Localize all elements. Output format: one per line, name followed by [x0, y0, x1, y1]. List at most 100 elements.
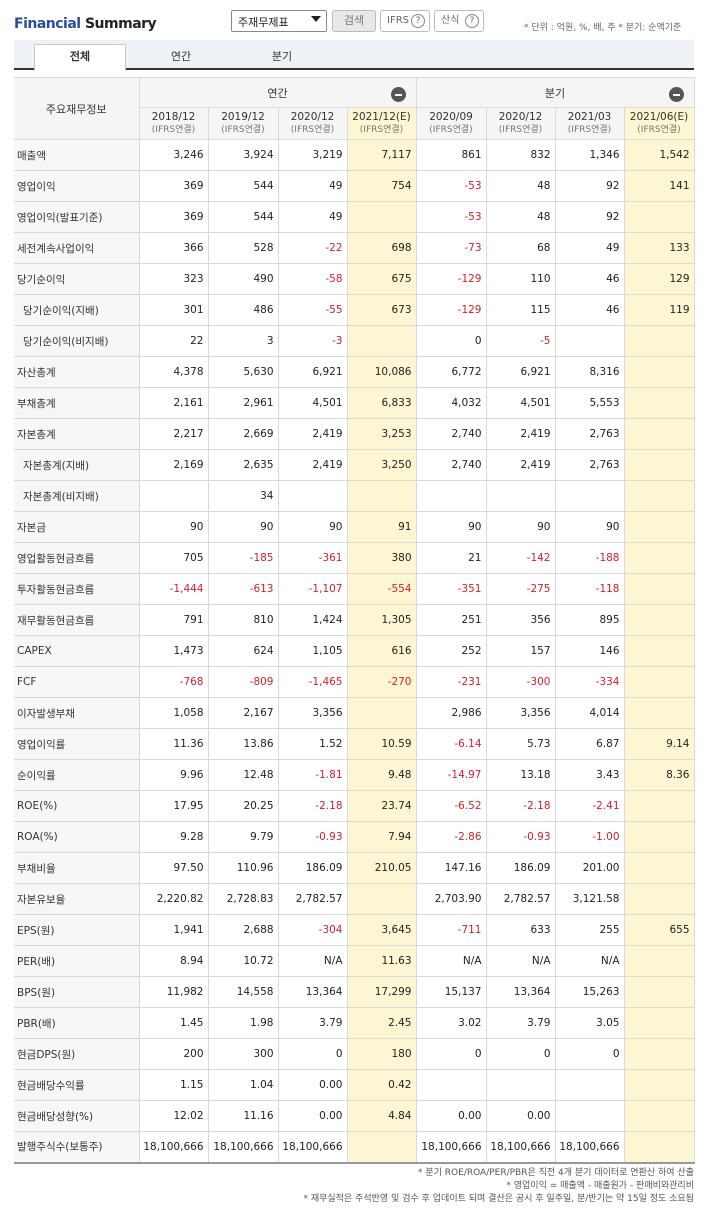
row-label[interactable]: 당기순이익(비지배): [14, 325, 140, 357]
table-cell: 1,305: [347, 604, 417, 636]
table-cell: 4.84: [347, 1100, 417, 1132]
row-label[interactable]: 영업활동현금흐름: [14, 542, 140, 574]
row-label[interactable]: 자본금: [14, 511, 140, 543]
row-label[interactable]: 영업이익(발표기준): [14, 201, 140, 233]
table-row: 자본유보율 2,220.82 2,728.83 2,782.57 2,703.90 2,7…: [14, 883, 695, 915]
row-label[interactable]: 자본총계: [14, 418, 140, 450]
table-cell: 0.00: [416, 1100, 487, 1132]
group-quarter-label: 분기: [544, 86, 566, 100]
table-cell: -58: [278, 263, 348, 295]
table-cell: 1,941: [139, 914, 209, 946]
title-financial: Financial: [14, 16, 81, 32]
row-label[interactable]: FCF: [14, 666, 140, 698]
row-label[interactable]: 현금배당수익률: [14, 1069, 140, 1101]
tab-quarter[interactable]: 분기: [271, 50, 293, 63]
table-cell: -275: [486, 573, 556, 605]
table-row: 현금DPS(원) 200 300 0 180 0 0 0: [14, 1038, 695, 1070]
row-label[interactable]: 투자활동현금흐름: [14, 573, 140, 605]
row-label[interactable]: 세전계속사업이익: [14, 232, 140, 264]
row-label[interactable]: 영업이익률: [14, 728, 140, 760]
table-cell: 7,117: [347, 139, 417, 171]
table-cell: 49: [278, 201, 348, 233]
search-button[interactable]: 검색: [332, 10, 376, 32]
row-label[interactable]: ROE(%): [14, 790, 140, 822]
table-cell: [624, 542, 695, 574]
table-cell: 157: [486, 635, 556, 667]
table-row: 영업이익(발표기준) 369 544 49 -53 48 92: [14, 201, 695, 233]
table-row: BPS(원) 11,982 14,558 13,364 17,299 15,137 13,3…: [14, 976, 695, 1008]
row-label[interactable]: 자본유보율: [14, 883, 140, 915]
table-cell: -188: [555, 542, 625, 574]
table-cell: [139, 480, 209, 512]
table-cell: -2.86: [416, 821, 487, 853]
table-cell: [624, 1100, 695, 1132]
table-cell: [624, 1038, 695, 1070]
table-cell: 186.09: [486, 852, 556, 884]
row-label[interactable]: PER(배): [14, 945, 140, 977]
table-cell: -2.18: [486, 790, 556, 822]
table-cell: 1,058: [139, 697, 209, 729]
table-cell: 147.16: [416, 852, 487, 884]
table-cell: 1.45: [139, 1007, 209, 1039]
row-label[interactable]: 현금배당성향(%): [14, 1100, 140, 1132]
table-cell: 2,669: [208, 418, 279, 450]
table-cell: [624, 635, 695, 667]
table-row: PER(배) 8.94 10.72 N/A 11.63 N/A N/A N/A: [14, 945, 695, 977]
collapse-quarter-icon[interactable]: [668, 87, 684, 102]
table-cell: 2,419: [278, 449, 348, 481]
row-label[interactable]: 부채총계: [14, 387, 140, 419]
table-cell: -6.14: [416, 728, 487, 760]
row-label[interactable]: 당기순이익: [14, 263, 140, 295]
table-cell: 3,246: [139, 139, 209, 171]
row-label[interactable]: EPS(원): [14, 914, 140, 946]
table-cell: -1,465: [278, 666, 348, 698]
row-label[interactable]: 자본총계(비지배): [14, 480, 140, 512]
row-label[interactable]: 영업이익: [14, 170, 140, 202]
row-label[interactable]: 부채비율: [14, 852, 140, 884]
group-annual-label: 연간: [267, 86, 288, 100]
table-cell: 12.02: [139, 1100, 209, 1132]
row-label[interactable]: BPS(원): [14, 976, 140, 1008]
table-cell: -118: [555, 573, 625, 605]
table-cell: [347, 325, 417, 357]
table-cell: -22: [278, 232, 348, 264]
row-label[interactable]: 이자발생부채: [14, 697, 140, 729]
ifrs-help-button[interactable]: IFRS ?: [380, 10, 430, 32]
row-label[interactable]: ROA(%): [14, 821, 140, 853]
tab-annual[interactable]: 연간: [170, 50, 192, 63]
table-cell: 4,501: [278, 387, 348, 419]
row-label[interactable]: PBR(배): [14, 1007, 140, 1039]
column-header: 2019/12 (IFRS연결): [208, 107, 279, 140]
table-cell: [555, 325, 625, 357]
row-label[interactable]: 현금DPS(원): [14, 1038, 140, 1070]
row-label[interactable]: 자본총계(지배): [14, 449, 140, 481]
table-cell: 49: [555, 232, 625, 264]
row-label[interactable]: 매출액: [14, 139, 140, 171]
table-cell: 633: [486, 914, 556, 946]
table-cell: 91: [347, 511, 417, 543]
row-label[interactable]: 당기순이익(지배): [14, 294, 140, 326]
table-cell: 49: [278, 170, 348, 202]
table-cell: 2,986: [416, 697, 487, 729]
row-label[interactable]: CAPEX: [14, 635, 140, 667]
row-label[interactable]: 재무활동현금흐름: [14, 604, 140, 636]
column-header: 2020/12 (IFRS연결): [486, 107, 556, 140]
table-cell: 0.42: [347, 1069, 417, 1101]
table-cell: 791: [139, 604, 209, 636]
row-label[interactable]: 발행주식수(보통주): [14, 1131, 140, 1164]
table-cell: 115: [486, 294, 556, 326]
tab-all[interactable]: 전체: [34, 44, 126, 71]
table-cell: 3.05: [555, 1007, 625, 1039]
collapse-annual-icon[interactable]: [390, 87, 406, 102]
table-cell: 9.96: [139, 759, 209, 791]
table-cell: 18,100,666: [139, 1131, 209, 1164]
formula-help-button[interactable]: 산식 ?: [434, 10, 484, 32]
table-row: 자산총계 4,378 5,630 6,921 10,086 6,772 6,921 8,316: [14, 356, 695, 388]
table-cell: 34: [208, 480, 279, 512]
row-label[interactable]: 자산총계: [14, 356, 140, 388]
report-type-select[interactable]: 주재무제표: [231, 10, 327, 32]
table-cell: [347, 1131, 417, 1164]
table-cell: -6.52: [416, 790, 487, 822]
row-label[interactable]: 순이익률: [14, 759, 140, 791]
table-cell: 133: [624, 232, 695, 264]
